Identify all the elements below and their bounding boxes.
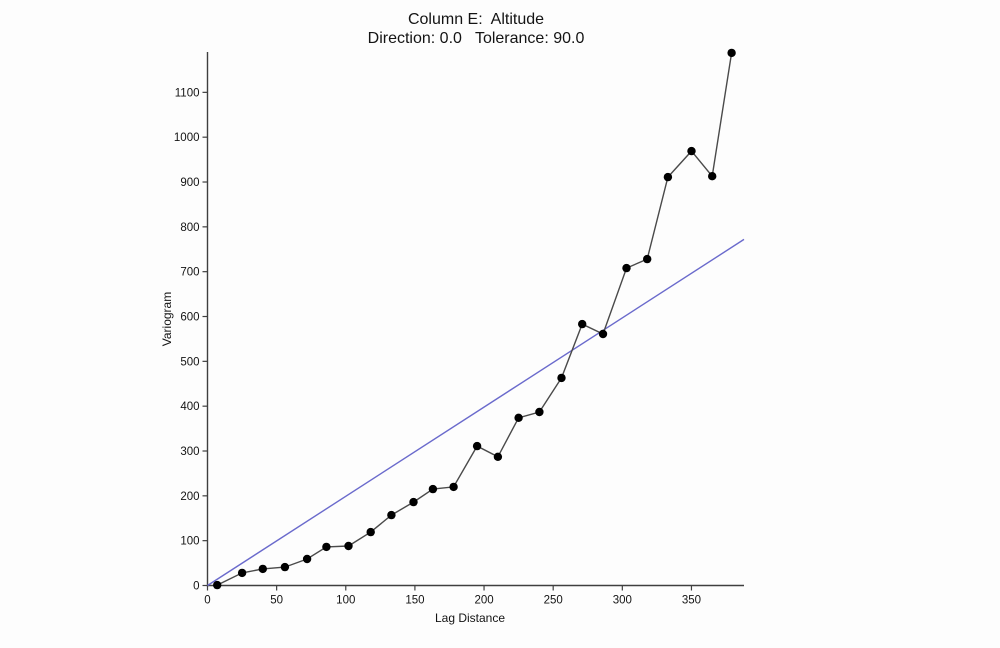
data-point-marker <box>322 542 331 552</box>
model-variogram-line <box>207 238 745 587</box>
y-tick-label: 1100 <box>175 87 200 99</box>
data-point-marker <box>687 146 696 156</box>
y-tick-label: 300 <box>180 446 199 458</box>
experimental-variogram-line <box>216 52 733 586</box>
y-tick-label: 100 <box>180 536 199 548</box>
y-tick-label: 800 <box>180 222 199 234</box>
data-point-marker <box>280 562 290 572</box>
y-tick-label: 200 <box>180 491 199 503</box>
data-point-marker <box>514 413 523 422</box>
y-tick-label: 700 <box>180 267 199 279</box>
x-axis-label: Lag Distance <box>435 611 505 625</box>
data-point-marker <box>428 484 438 494</box>
y-axis-label: Variogram <box>160 292 174 346</box>
data-point-marker <box>535 407 544 417</box>
y-tick-label: 600 <box>180 312 199 324</box>
data-point-marker <box>472 441 482 451</box>
x-tick-label: 250 <box>544 595 563 607</box>
plot-area: 0 100 200 300 400 500 600 700 800 900 1000 1100 0 50 1… <box>174 48 745 607</box>
x-tick-label: 350 <box>682 595 701 607</box>
data-point-marker <box>302 554 312 564</box>
y-tick-label: 0 <box>193 581 199 593</box>
x-tick-label: 0 <box>204 595 210 607</box>
data-point-marker <box>366 527 375 537</box>
y-tick-label: 900 <box>180 177 199 189</box>
y-tick-label: 400 <box>180 401 199 413</box>
chart-subtitle: Direction: 0.0 Tolerance: 90.0 <box>368 30 585 47</box>
data-point-marker <box>578 319 587 329</box>
data-point-marker <box>258 564 267 574</box>
data-point-marker <box>557 373 566 383</box>
data-point-marker <box>449 482 458 492</box>
data-point-marker <box>598 329 608 339</box>
data-point-marker <box>387 510 396 520</box>
x-tick-label: 300 <box>613 595 632 607</box>
y-tick-label: 500 <box>180 356 199 368</box>
data-point-marker <box>493 452 503 461</box>
x-tick-label: 50 <box>270 595 283 607</box>
data-point-marker <box>344 541 353 551</box>
data-point-marker <box>643 254 652 264</box>
x-tick-label: 200 <box>474 595 493 607</box>
data-point-marker <box>213 580 222 590</box>
x-tick-label: 100 <box>336 595 355 607</box>
y-tick-label: 1000 <box>174 132 200 144</box>
x-tick-label: 150 <box>405 595 424 607</box>
data-point-marker <box>409 497 418 507</box>
data-point-marker <box>663 172 673 182</box>
data-point-marker <box>237 568 247 578</box>
data-point-marker <box>708 172 717 181</box>
data-point-marker <box>727 48 736 58</box>
chart-title: Column E: Altitude <box>408 11 544 28</box>
data-point-marker <box>622 263 631 273</box>
